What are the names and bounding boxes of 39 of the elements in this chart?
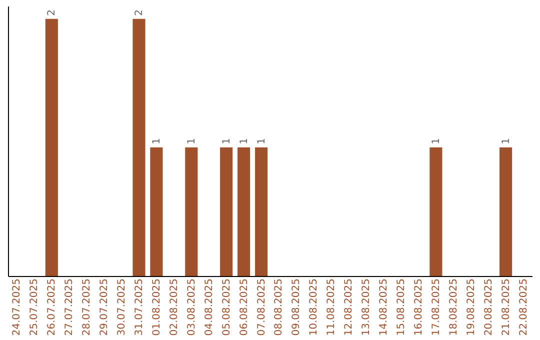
x-tick-label: 21.08.2025 [500,278,512,336]
x-tick-label: 28.07.2025 [82,278,93,336]
x-tick-label: 22.08.2025 [518,278,530,336]
x-tick-label: 19.08.2025 [466,278,477,336]
x-tick-label: 29.07.2025 [99,278,110,336]
x-tick-label: 07.08.2025 [256,278,268,336]
x-tick-label: 24.07.2025 [12,278,23,336]
data-label: 1 [186,138,198,144]
data-label: 1 [430,138,442,144]
x-tick-label: 14.08.2025 [378,278,390,336]
data-label: 2 [134,9,145,16]
x-tick-label: 11.08.2025 [326,278,338,336]
x-tick-label: 10.08.2025 [308,278,320,336]
data-label: 1 [151,138,162,144]
x-tick-label: 26.07.2025 [46,278,58,336]
x-tick-label: 15.08.2025 [396,278,407,336]
data-label: 2 [46,9,58,16]
x-tick-label: 25.07.2025 [29,278,40,336]
x-tick-label: 03.08.2025 [186,278,198,336]
x-tick-label: 16.08.2025 [413,278,424,336]
x-tick-label: 06.08.2025 [238,278,250,336]
x-tick-label: 12.08.2025 [344,278,355,336]
data-label: 1 [221,138,232,144]
x-tick-label: 18.08.2025 [448,278,460,336]
x-tick-label: 27.07.2025 [64,278,76,336]
x-tick-label: 20.08.2025 [483,278,494,336]
x-tick-label: 04.08.2025 [204,278,215,336]
x-tick-label: 31.07.2025 [134,278,145,336]
x-tick-label: 17.08.2025 [430,278,442,336]
x-tick-label: 01.08.2025 [151,278,162,336]
x-tick-label: 08.08.2025 [274,278,285,336]
x-tick-label: 30.07.2025 [116,278,128,336]
data-label: 1 [500,138,512,144]
x-tick-label: 09.08.2025 [291,278,302,336]
data-label: 1 [238,138,250,144]
x-tick-label: 13.08.2025 [361,278,372,336]
x-tick-label: 05.08.2025 [221,278,232,336]
data-label: 1 [256,138,268,144]
x-tick-label: 02.08.2025 [168,278,180,336]
